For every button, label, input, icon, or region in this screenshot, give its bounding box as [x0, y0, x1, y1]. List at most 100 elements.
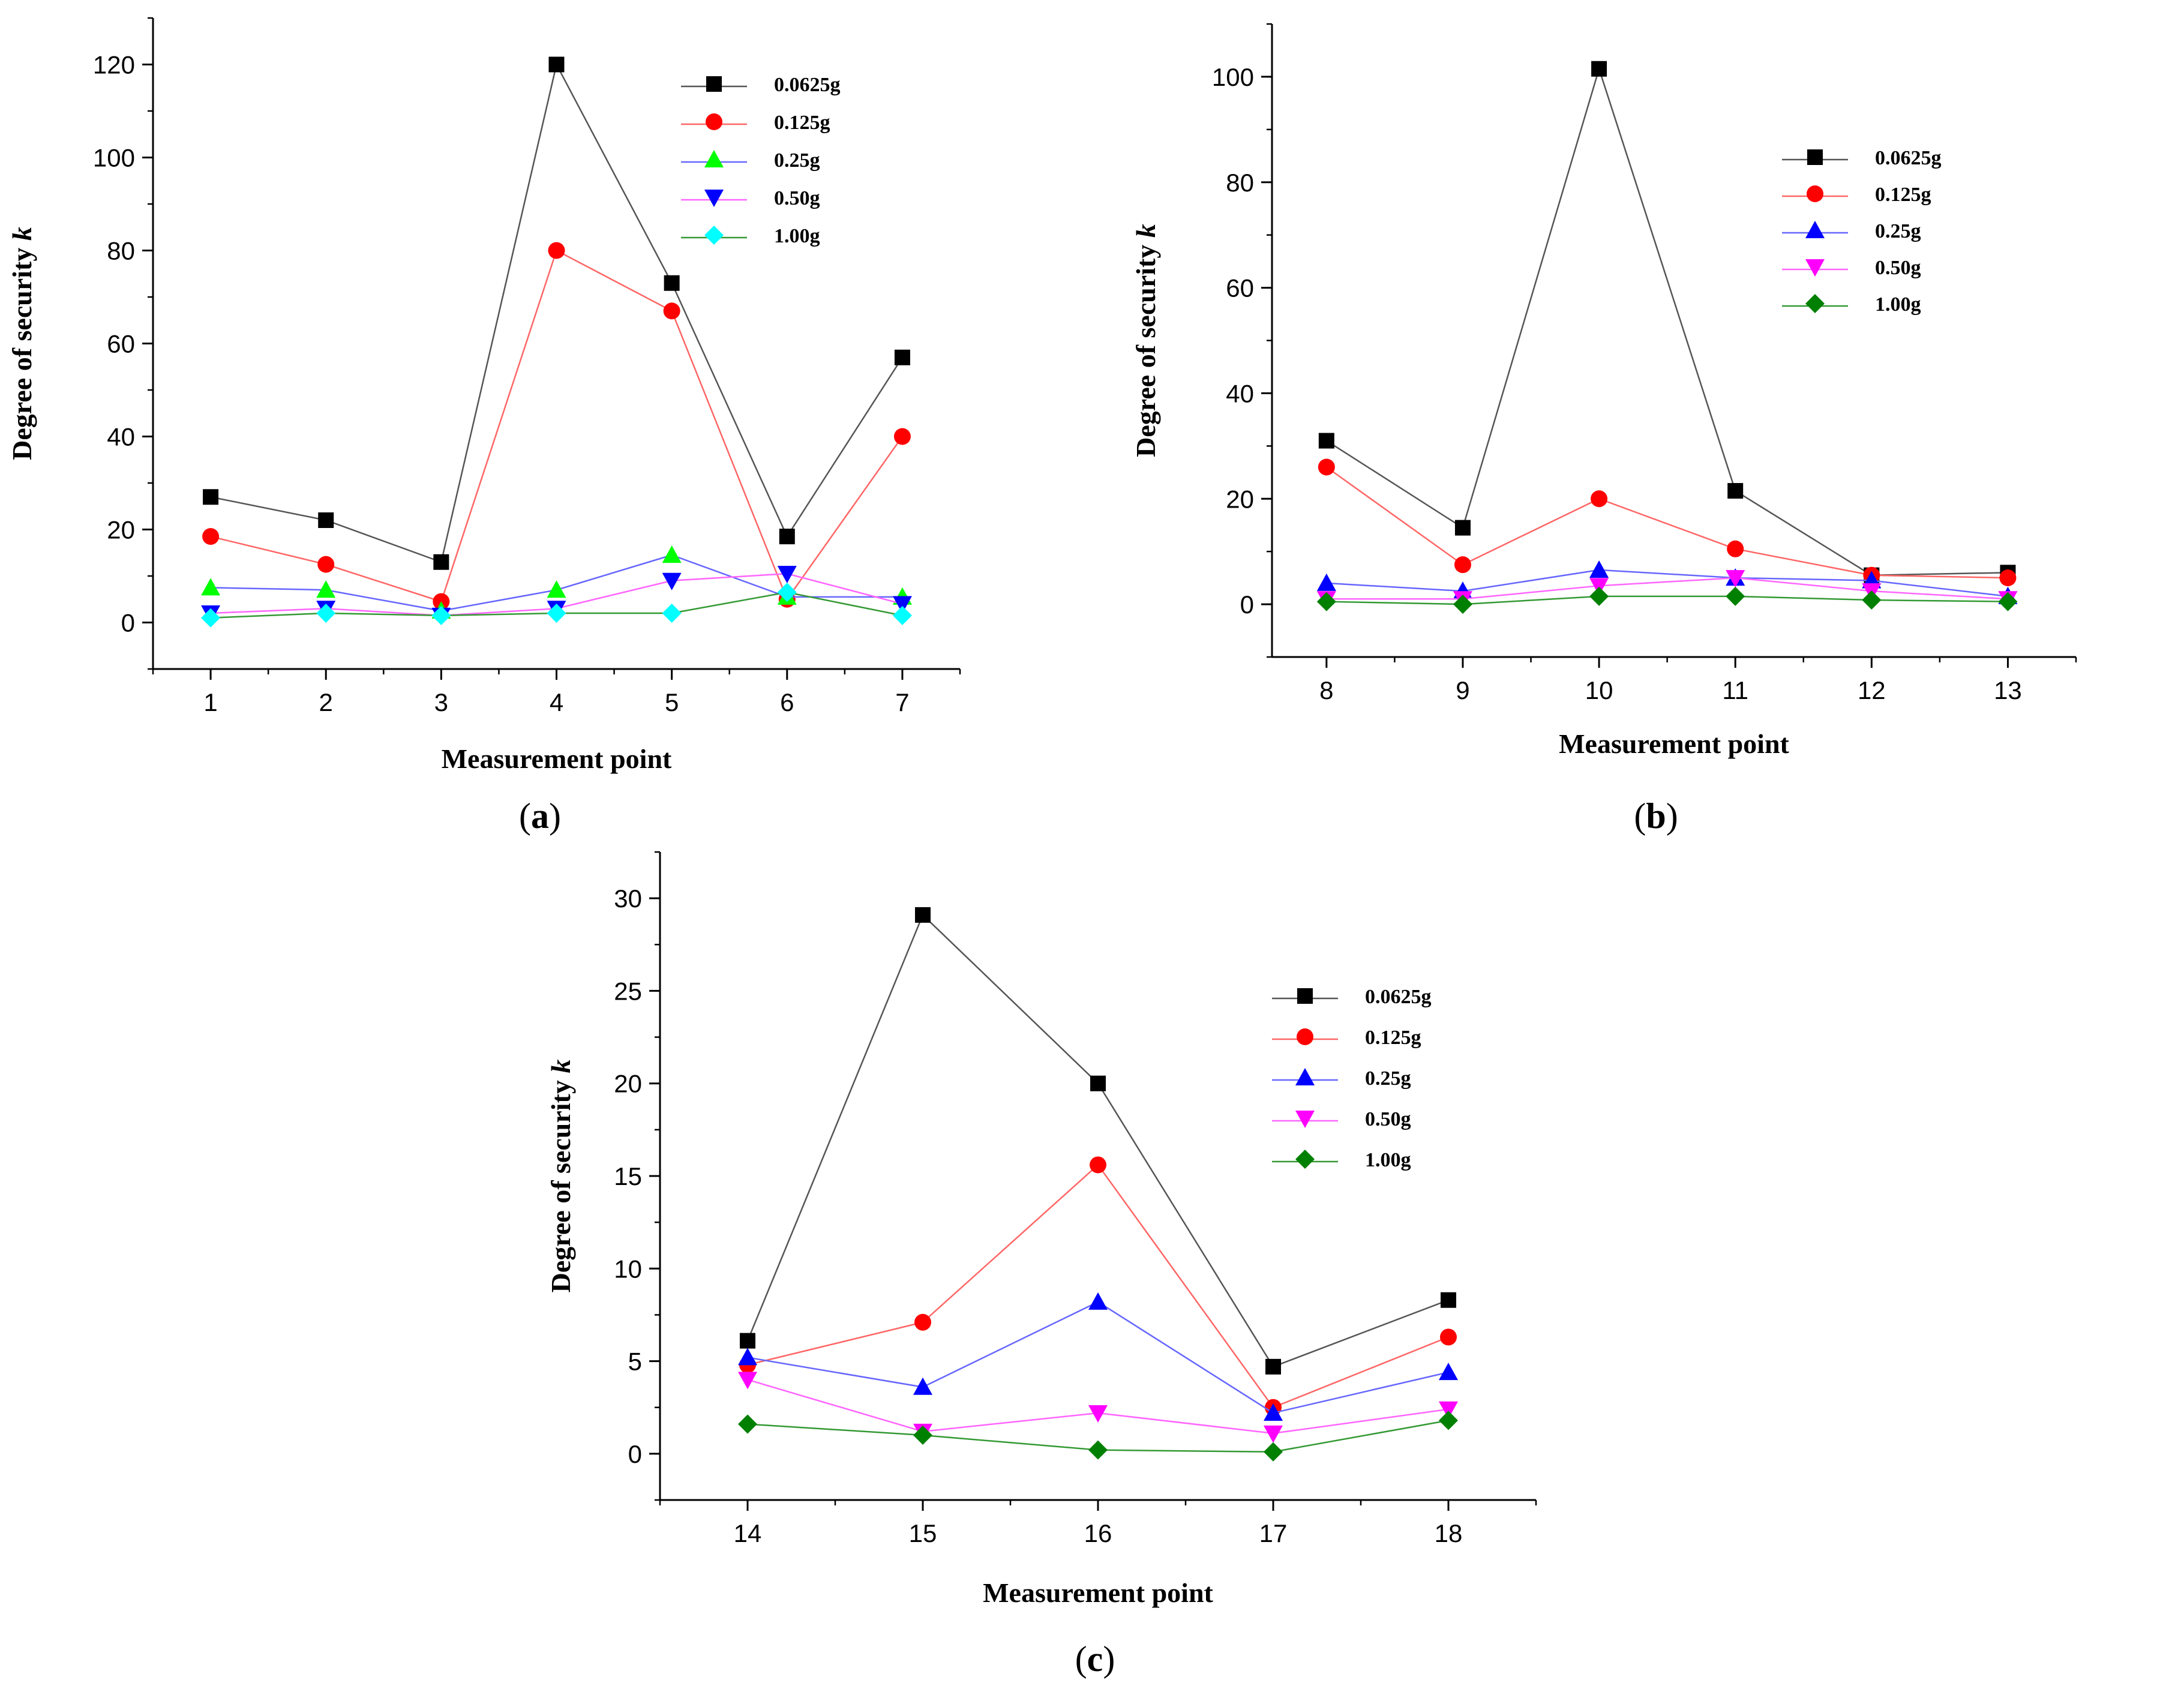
caption-c: (c) [1075, 1639, 1115, 1679]
legend-entry-0-25g: 0.25g [681, 149, 820, 172]
data-point-1-00g [431, 605, 451, 625]
series-line-0-50g [1326, 577, 2008, 600]
x-tick-label: 7 [895, 688, 909, 716]
data-point-1-00g [1316, 592, 1336, 611]
series-line-0-125g [1326, 466, 2008, 579]
legend-label: 0.0625g [1365, 986, 1432, 1008]
y-axis-title-text: Degree of security [1130, 238, 1161, 457]
data-point-0-125g [1999, 569, 2017, 587]
series-line-0-25g [747, 1301, 1449, 1414]
data-point-1-00g [1264, 1442, 1283, 1462]
legend-label: 0.25g [774, 149, 820, 172]
data-point-0-25g [316, 580, 336, 598]
legend-entry-1-00g: 1.00g [1782, 293, 1921, 316]
x-tick-label: 18 [1435, 1519, 1463, 1547]
legend-label: 0.0625g [1875, 147, 1942, 169]
legend-label: 0.0625g [774, 74, 841, 96]
data-point-0-0625g [915, 907, 931, 923]
series-line-0-25g [1326, 569, 2008, 598]
y-tick-label: 0 [1240, 590, 1254, 619]
data-point-0-0625g [779, 529, 795, 545]
series-0-0625g [740, 907, 1456, 1375]
data-point-0-125g [1727, 540, 1744, 557]
data-point-1-00g [777, 583, 797, 602]
y-tick-label: 20 [614, 1070, 642, 1098]
series-0-125g [739, 1156, 1457, 1416]
x-axis-title: Measurement point [442, 743, 672, 774]
legend-marker [1805, 259, 1825, 277]
legend-label: 0.125g [774, 112, 830, 134]
legend-marker [1295, 1111, 1315, 1128]
x-tick-label: 14 [734, 1519, 762, 1547]
series-line-0-0625g [1326, 66, 2008, 576]
series-0-125g [202, 242, 911, 610]
data-point-0-25g [1264, 1403, 1283, 1421]
legend-entry-1-00g: 1.00g [1272, 1149, 1411, 1171]
legend-entry-0-50g: 0.50g [681, 187, 820, 209]
y-axis-title-variable: k [7, 227, 37, 241]
legend-marker [1805, 294, 1825, 313]
series-0-25g [738, 1292, 1458, 1421]
data-point-0-50g [662, 572, 682, 590]
data-point-0-50g [1589, 578, 1609, 596]
data-point-1-00g [1439, 1411, 1458, 1430]
legend: 0.0625g 0.125g 0.25g 0.50g 1.00g [681, 74, 841, 247]
data-point-0-0625g [894, 349, 910, 365]
x-tick-label: 1 [203, 688, 217, 716]
data-point-0-0625g [433, 554, 449, 570]
data-point-0-125g [1454, 556, 1471, 574]
data-point-0-25g [1088, 1292, 1108, 1310]
data-point-0-0625g [318, 512, 334, 528]
data-point-1-00g [913, 1426, 932, 1445]
y-axis-title: Degree of security k [1130, 224, 1161, 457]
data-point-0-0625g [1591, 61, 1607, 77]
y-tick-label: 5 [628, 1348, 642, 1376]
legend-entry-0-125g: 0.125g [681, 112, 830, 134]
y-tick-label: 30 [614, 884, 642, 913]
series-0-0625g [203, 56, 910, 570]
caption-b: (b) [1634, 796, 1678, 836]
chart-panel-b: 0 20 40 60 80 100 8 9 10 11 12 13 Measurement point D… [1130, 23, 2077, 759]
data-point-0-25g [738, 1348, 757, 1366]
series-0-25g [1316, 560, 2018, 604]
x-tick-label: 16 [1084, 1519, 1112, 1547]
legend-entry-0-0625g: 0.0625g [1782, 147, 1942, 169]
data-point-1-00g [1998, 592, 2018, 611]
x-tick-label: 8 [1319, 676, 1333, 704]
legend-marker [704, 150, 724, 167]
chart-panel-c: 0 5 10 15 20 25 30 14 15 16 17 18 Measurement point D… [545, 851, 1537, 1608]
data-point-1-00g [316, 604, 336, 623]
data-point-0-25g [1316, 573, 1336, 591]
legend-marker [706, 76, 722, 92]
y-tick-label: 120 [93, 51, 135, 79]
series-0-50g [738, 1372, 1458, 1443]
data-point-0-25g [201, 578, 221, 596]
legend-entry-0-25g: 0.25g [1782, 220, 1921, 242]
x-tick-label: 5 [665, 688, 679, 716]
data-point-0-0625g [1318, 433, 1334, 449]
legend-entry-0-125g: 0.125g [1272, 1027, 1421, 1049]
legend-label: 1.00g [774, 225, 820, 247]
legend-marker [704, 226, 724, 245]
data-point-0-50g [1726, 570, 1745, 588]
data-point-0-50g [738, 1372, 757, 1390]
data-point-0-25g [662, 545, 682, 563]
y-tick-label: 15 [614, 1162, 642, 1190]
legend: 0.0625g 0.125g 0.25g 0.50g 1.00g [1272, 986, 1432, 1171]
x-tick-label: 10 [1585, 676, 1613, 704]
data-point-0-125g [893, 428, 911, 445]
data-point-0-0625g [740, 1333, 755, 1349]
y-tick-label: 80 [1226, 169, 1254, 197]
data-point-0-0625g [548, 56, 565, 73]
data-point-0-25g [913, 1377, 932, 1395]
data-point-0-0625g [1441, 1292, 1456, 1308]
legend-entry-0-0625g: 0.0625g [1272, 986, 1432, 1008]
legend-entry-0-50g: 0.50g [1782, 257, 1921, 279]
legend-entry-0-125g: 0.125g [1782, 184, 1931, 206]
data-point-0-25g [547, 580, 566, 598]
data-point-0-125g [317, 556, 335, 573]
data-point-1-00g [1726, 586, 1745, 606]
series-1-00g [1316, 586, 2018, 614]
legend-label: 1.00g [1365, 1149, 1411, 1171]
legend-marker [1297, 1028, 1313, 1045]
